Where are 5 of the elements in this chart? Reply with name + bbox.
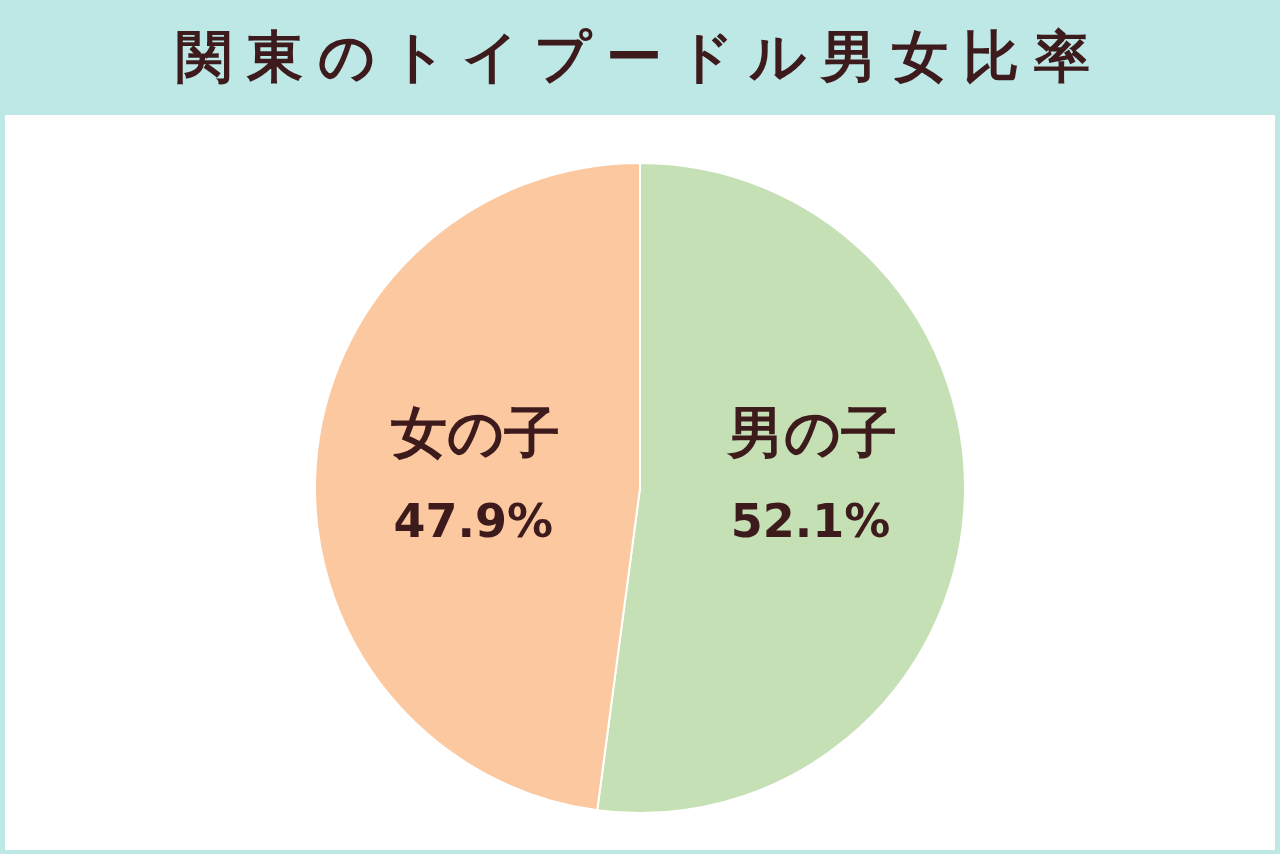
- slice-label: 男の子: [726, 399, 898, 465]
- data-label: 47.9%: [393, 493, 554, 548]
- chart-title: 関東のトイプードル男女比率: [174, 22, 1106, 91]
- slice-label: 女の子: [390, 399, 560, 465]
- data-label: 52.1%: [730, 493, 891, 548]
